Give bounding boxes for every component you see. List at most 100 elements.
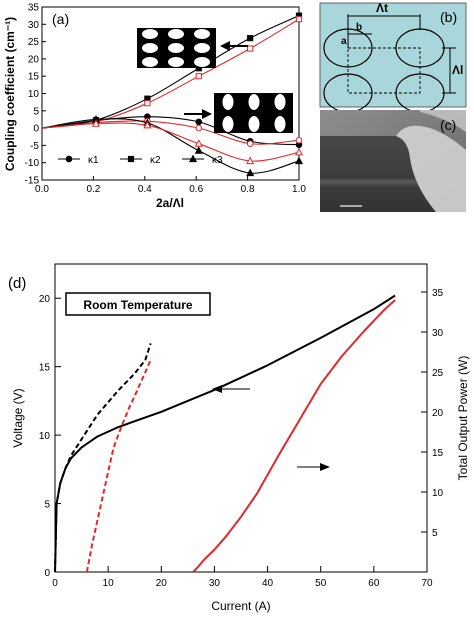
data-point-κ1 (195, 118, 203, 126)
panel-d-ytick-right-label: 5 (432, 528, 438, 539)
legend-label: κ2 (150, 155, 161, 166)
inset-hole-pattern-top (137, 28, 216, 68)
panel-a-xtick-label: 0.8 (241, 184, 255, 195)
panel-d-ylabel-left: Voltage (V) (11, 388, 25, 447)
panel-d-ytick-right-label: 30 (432, 328, 444, 339)
series-line-left-solid (54, 294, 396, 573)
series-line-κ3 (41, 122, 300, 162)
panel-d-ytick-right-label: 25 (432, 368, 444, 379)
panel-a-xtick-label: 1.0 (292, 184, 306, 195)
panel-a-ytick-label: 35 (28, 3, 40, 14)
panel-d-xtick-label: 30 (209, 578, 221, 589)
panel-a-ytick-label: 20 (28, 54, 40, 65)
data-point-κ3 (246, 156, 255, 165)
panel-a-xlabel: 2a/Λl (156, 196, 184, 210)
panel-d-ytick-right-label: 20 (432, 408, 444, 419)
sem-ridge (320, 136, 436, 212)
panel-a-ytick-label: 5 (33, 106, 39, 117)
data-point-κ1 (295, 136, 303, 144)
lambda-l-label: Λl (452, 63, 463, 77)
arrow-to-inset-bottom (184, 109, 212, 119)
panel-a-xtick-label: 0.4 (138, 184, 152, 195)
b-label: b (356, 22, 362, 33)
panel-d-xtick-label: 60 (368, 578, 380, 589)
panel-d-ytick-left-label: 20 (39, 294, 51, 305)
data-point-κ2 (247, 35, 254, 42)
data-point-κ3 (294, 156, 304, 165)
panel-a-legend: κ1 κ2 κ3 (58, 154, 223, 166)
panel-d-ytick-left-label: 15 (39, 363, 51, 374)
legend-label: κ3 (212, 155, 223, 166)
panel-a-ytick-label: 25 (28, 37, 40, 48)
data-point-κ3 (143, 120, 152, 129)
panel-b-background (319, 2, 467, 108)
data-point-κ3 (194, 139, 203, 147)
panel-d-ylabel-right: Total Output Power (W) (456, 356, 470, 481)
unit-cell-dashed (347, 47, 421, 94)
panel-d-ytick-right-label: 35 (432, 288, 444, 299)
panel-d-xtick-label: 40 (262, 578, 274, 589)
panel-a-ytick-label: 10 (28, 89, 40, 100)
panel-b-diagram: (b) Λt Λl a b (319, 1, 467, 113)
arrow-voltage-axis (212, 385, 250, 393)
legend-label: κ1 (88, 155, 99, 166)
data-point-κ2 (144, 100, 151, 107)
panel-a-ytick-label: -5 (30, 141, 39, 152)
panel-a-label: (a) (52, 11, 69, 27)
panel-a-ylabel: Coupling coefficient (cm⁻¹) (3, 17, 17, 171)
panel-a-ytick-label: 15 (28, 72, 40, 83)
panel-d-xtick-label: 50 (315, 578, 327, 589)
series-line-right-solid (192, 299, 396, 573)
panel-a-ytick-label: -15 (25, 176, 40, 187)
inset-hole-pattern-bottom (214, 93, 293, 133)
room-temperature-label: Room Temperature (83, 298, 192, 312)
series-line-right-dashed (85, 359, 152, 573)
legend-marker (188, 154, 198, 163)
panel-d-ytick-right-label: 15 (432, 448, 444, 459)
data-point-κ3 (91, 119, 101, 127)
panel-d-xtick-label: 70 (421, 578, 433, 589)
panel-a-ytick-label: 0 (33, 124, 39, 135)
panel-a-ytick-label: -10 (25, 158, 40, 169)
panel-a-xtick-label: 0.6 (189, 184, 203, 195)
panel-d-ytick-left-label: 5 (44, 500, 50, 511)
panel-d-ytick-right-label: 10 (432, 488, 444, 499)
panel-a-chart: (a) 0.0 0.2 0.4 0.6 0.8 1.0 -15 -10 -5 0 5 10 15 20 25… (3, 3, 306, 211)
data-point-κ3 (246, 168, 255, 177)
data-point-κ1 (246, 140, 254, 147)
panel-d-xlabel: Current (A) (211, 599, 270, 613)
data-point-κ3 (294, 147, 304, 156)
sem-coating (396, 125, 466, 212)
panel-d-xtick-label: 20 (156, 578, 168, 589)
data-point-κ2 (247, 45, 254, 52)
panel-d-chart: (d) 0 10 20 30 40 50 60 70 0 5 10 15 20 5 10 15 20 25 30 35… (8, 263, 470, 613)
arrow-to-inset-top (220, 41, 248, 51)
data-point-κ2 (195, 73, 202, 80)
series-line-κ3 (41, 118, 300, 174)
series-line-left-dashed (54, 343, 152, 573)
panel-c-label: (c) (440, 117, 456, 133)
data-point-κ2 (295, 16, 303, 23)
series-line-κ2 (41, 15, 300, 129)
arrow-power-axis (297, 463, 330, 471)
data-point-κ1 (195, 124, 203, 132)
data-point-κ3 (194, 146, 203, 154)
panel-b-label: (b) (440, 9, 457, 25)
lambda-t-label: Λt (376, 1, 388, 15)
a-label: a (341, 36, 347, 47)
room-temperature-box (65, 292, 211, 316)
legend-marker (127, 155, 135, 163)
panel-a-ytick-label: 30 (28, 20, 40, 31)
panel-d-frame (54, 263, 428, 573)
panel-d-xtick-label: 0 (52, 578, 58, 589)
panel-d-ytick-left-label: 10 (39, 431, 51, 442)
panel-d-label: (d) (8, 275, 26, 292)
panel-d-ytick-left-label: 0 (44, 568, 50, 579)
panel-a-xtick-label: 0.2 (86, 184, 100, 195)
panel-d-xtick-label: 10 (103, 578, 115, 589)
panel-a-xtick-label: 0.0 (35, 184, 49, 195)
series-line-κ2 (41, 18, 300, 129)
legend-marker (65, 155, 73, 163)
panel-c-sem-image: (c) (320, 110, 466, 212)
